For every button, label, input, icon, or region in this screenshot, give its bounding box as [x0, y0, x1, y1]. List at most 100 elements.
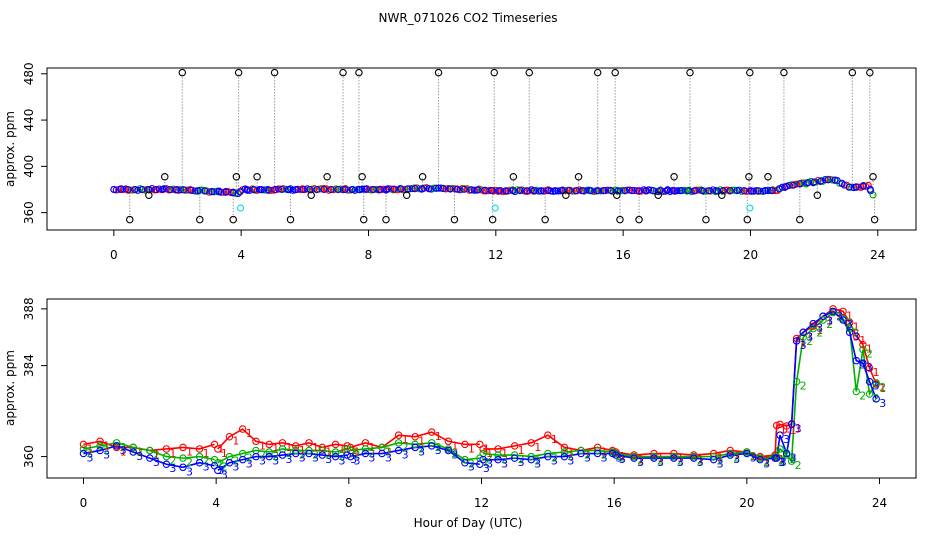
bottom-series-marker-label-3: 3: [186, 465, 193, 478]
bottom-series-point-3: [79, 449, 88, 458]
bottom-series-marker-label-3: 3: [717, 458, 724, 471]
bottom-series-point-3: [872, 395, 880, 403]
bottom-series-marker-label-2: 2: [232, 455, 239, 468]
bottom-series-marker-label-2: 2: [873, 392, 880, 405]
bottom-series-point-3: [799, 328, 807, 337]
bottom-series-marker-label-3: 3: [285, 453, 292, 466]
bottom-series-point-2: [560, 448, 569, 456]
top-series-point: [418, 185, 426, 193]
bottom-series-marker-label-3: 3: [750, 452, 757, 465]
bottom-series-marker-label-2: 2: [186, 456, 193, 469]
top-series-point: [453, 185, 461, 193]
bottom-series-marker-label-2: 2: [717, 455, 724, 468]
top-series-point: [824, 176, 832, 184]
top-spike-point: [525, 68, 533, 77]
top-series-point: [499, 188, 507, 196]
bottom-series-marker-label-1: 1: [186, 445, 193, 458]
top-series-point: [191, 187, 199, 195]
bottom-series-marker-label-2: 2: [795, 459, 802, 472]
bottom-series-marker-label-1: 1: [677, 452, 684, 465]
bottom-series-point-2: [331, 448, 340, 456]
bottom-series-point-3: [238, 455, 247, 464]
top-spike-point: [253, 173, 261, 181]
top-series-point: [250, 185, 258, 194]
bottom-series-marker-label-2: 2: [567, 450, 574, 463]
bottom-series-marker-label-2: 2: [353, 448, 360, 461]
top-series-point: [582, 186, 591, 194]
bottom-series-marker-label-2: 2: [312, 448, 319, 461]
bottom-series-marker-label-3: 3: [637, 456, 644, 469]
top-series-point: [568, 187, 576, 195]
bottom-series-point-2: [544, 449, 552, 458]
top-series-point: [705, 187, 713, 195]
bottom-series-point-1: [238, 425, 247, 433]
bottom-series-point-3: [411, 443, 419, 452]
bottom-series-point-3: [331, 452, 340, 461]
bottom-series-point-3: [612, 451, 620, 459]
top-series-point: [495, 187, 503, 195]
bottom-series-point-2: [510, 451, 519, 459]
top-spike-point: [178, 68, 187, 77]
top-spike-point: [702, 215, 710, 224]
top-series-point: [278, 185, 286, 194]
bottom-series-marker-label-1: 1: [780, 424, 787, 437]
top-cyan-dip-point: [491, 204, 499, 212]
bottom-series-point-1: [292, 442, 300, 450]
bottom-series-point-3: [112, 442, 121, 450]
top-series-point: [551, 187, 559, 195]
bottom-series-marker-label-1: 1: [221, 447, 228, 460]
bottom-series-marker-label-1: 1: [86, 442, 93, 455]
bottom-series-point-1: [852, 332, 861, 340]
bottom-series-point-1: [79, 440, 88, 449]
top-series-point: [747, 187, 755, 195]
bottom-series-marker-label-2: 2: [368, 447, 375, 460]
top-series-point: [691, 187, 699, 195]
top-spike-point: [670, 173, 678, 181]
bottom-series-marker-label-2: 2: [402, 441, 409, 454]
bottom-series-point-3: [865, 377, 874, 386]
bottom-series-marker-label-3: 3: [120, 444, 127, 457]
top-series-point: [572, 187, 580, 195]
bottom-series-point-3: [195, 458, 204, 467]
bottom-series-marker-label-1: 1: [368, 441, 375, 454]
bottom-series-marker-label-3: 3: [763, 458, 770, 471]
bottom-series-point-2: [112, 439, 121, 447]
bottom-series-marker-label-2: 2: [677, 455, 684, 468]
bottom-series-point-3: [265, 452, 273, 461]
top-spike-point: [848, 68, 857, 77]
bottom-series-point-2: [852, 387, 861, 396]
bottom-series-point-2: [318, 446, 327, 455]
bottom-series-marker-label-2: 2: [534, 455, 541, 468]
bottom-series-point-1: [510, 442, 519, 450]
bottom-series-point-1: [772, 421, 781, 430]
bottom-series-marker-label-2: 2: [120, 441, 127, 454]
bottom-series-marker-label-3: 3: [879, 397, 886, 410]
bottom-series-marker-label-1: 1: [567, 445, 574, 458]
top-series-point: [299, 185, 307, 194]
bottom-series-marker-label-3: 3: [584, 452, 591, 465]
bottom-series-marker-label-1: 1: [518, 444, 525, 457]
bottom-series-point-2: [427, 439, 436, 447]
bottom-series-marker-label-2: 2: [501, 453, 508, 466]
bottom-series-marker-label-1: 1: [584, 448, 591, 461]
x-axis-label: Hour of Day (UTC): [414, 516, 523, 530]
top-series-point: [684, 187, 692, 195]
bottom-x-tick-label: 4: [212, 496, 220, 510]
bottom-series-point-3: [726, 451, 735, 459]
top-series-point: [719, 187, 727, 195]
bottom-series-marker-label-2: 2: [299, 448, 306, 461]
bottom-series-line-1: [483, 434, 613, 452]
bottom-series-marker-label-2: 2: [846, 317, 853, 330]
bottom-series-point-2: [292, 446, 300, 455]
top-series-point: [831, 176, 839, 184]
bottom-series-point-3: [690, 454, 698, 462]
bottom-series-marker-label-1: 1: [859, 334, 866, 347]
top-series-point: [159, 185, 167, 194]
bottom-series-marker-label-3: 3: [780, 456, 787, 469]
top-x-tick-label: 20: [743, 248, 758, 262]
bottom-series-marker-label-3: 3: [859, 359, 866, 372]
top-x-tick-label: 4: [237, 248, 245, 262]
